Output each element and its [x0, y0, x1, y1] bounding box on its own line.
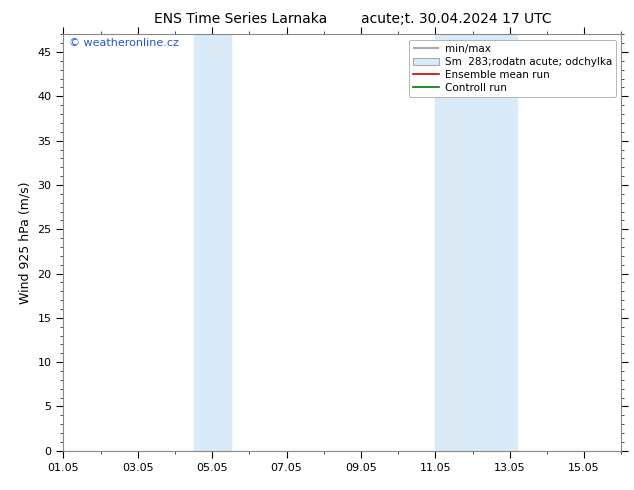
Bar	[436, 34, 517, 451]
Y-axis label: Wind 925 hPa (m/s): Wind 925 hPa (m/s)	[19, 181, 32, 304]
Legend: min/max, Sm  283;rodatn acute; odchylka, Ensemble mean run, Controll run: min/max, Sm 283;rodatn acute; odchylka, …	[410, 40, 616, 97]
Text: ENS Time Series Larnaka: ENS Time Series Larnaka	[154, 12, 328, 26]
Text: © weatheronline.cz: © weatheronline.cz	[69, 38, 179, 49]
Text: acute;t. 30.04.2024 17 UTC: acute;t. 30.04.2024 17 UTC	[361, 12, 552, 26]
Bar	[193, 34, 231, 451]
